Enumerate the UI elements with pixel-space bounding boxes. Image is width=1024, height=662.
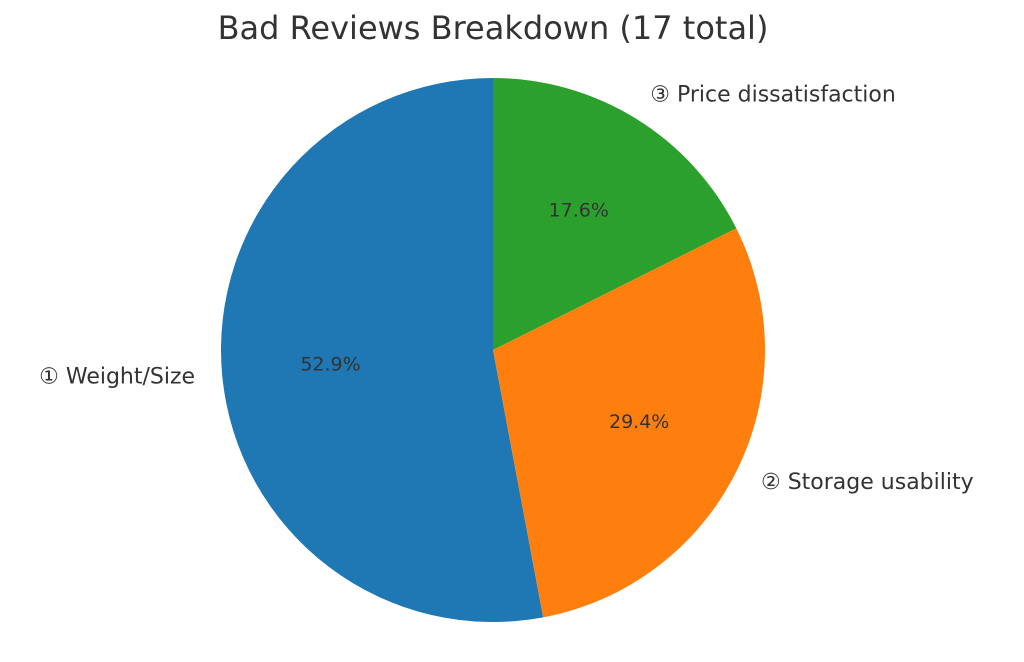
pie-slice: [493, 228, 765, 618]
slice-label: ① Weight/Size: [39, 365, 195, 390]
value-label: 17.6%: [549, 200, 609, 222]
value-label: 52.9%: [300, 354, 360, 376]
slice-label: ③ Price dissatisfaction: [650, 82, 896, 107]
slice-label: ② Storage usability: [761, 470, 974, 495]
chart-title: Bad Reviews Breakdown (17 total): [218, 9, 769, 47]
value-label: 29.4%: [609, 411, 669, 433]
pie-slice: [220, 78, 544, 622]
pie-slice: [493, 78, 737, 350]
